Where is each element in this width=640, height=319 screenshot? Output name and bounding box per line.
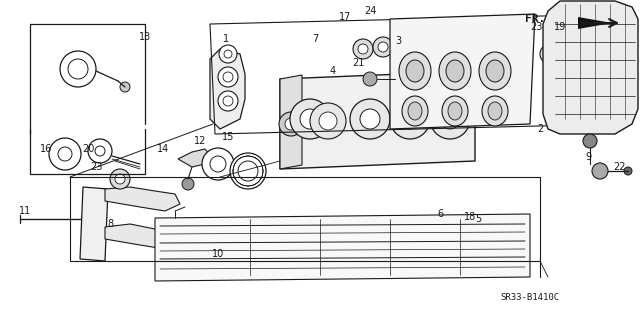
Circle shape <box>390 99 430 139</box>
Text: 17: 17 <box>339 12 351 22</box>
Circle shape <box>400 109 420 129</box>
Text: SR33-B1410C: SR33-B1410C <box>500 293 559 301</box>
Circle shape <box>583 134 597 148</box>
Circle shape <box>563 43 581 61</box>
Text: 5: 5 <box>475 214 481 224</box>
Circle shape <box>68 59 88 79</box>
Circle shape <box>360 109 380 129</box>
Polygon shape <box>280 71 475 169</box>
Circle shape <box>624 167 632 175</box>
Circle shape <box>202 148 234 180</box>
Text: 6: 6 <box>437 209 443 219</box>
Text: 8: 8 <box>107 219 113 229</box>
Text: 9: 9 <box>585 152 591 162</box>
Circle shape <box>223 96 233 106</box>
Text: 15: 15 <box>222 132 234 142</box>
Text: 23: 23 <box>90 162 102 172</box>
Text: 11: 11 <box>19 206 31 216</box>
Circle shape <box>238 161 258 181</box>
Polygon shape <box>390 14 535 129</box>
Text: 13: 13 <box>139 32 151 42</box>
Circle shape <box>300 109 320 129</box>
Text: 19: 19 <box>554 22 566 32</box>
Circle shape <box>319 112 337 130</box>
Ellipse shape <box>402 96 428 126</box>
Ellipse shape <box>399 52 431 90</box>
Circle shape <box>49 138 81 170</box>
Circle shape <box>540 44 560 64</box>
Circle shape <box>218 67 238 87</box>
Polygon shape <box>105 187 180 211</box>
Ellipse shape <box>488 102 502 120</box>
Circle shape <box>592 163 608 179</box>
Ellipse shape <box>446 60 464 82</box>
Circle shape <box>290 99 330 139</box>
Text: 20: 20 <box>82 144 94 154</box>
Circle shape <box>110 169 130 189</box>
Ellipse shape <box>406 60 424 82</box>
Text: 18: 18 <box>464 212 476 222</box>
Ellipse shape <box>439 52 471 90</box>
Polygon shape <box>178 149 212 167</box>
Circle shape <box>285 118 297 130</box>
Ellipse shape <box>408 102 422 120</box>
Circle shape <box>219 45 237 63</box>
Polygon shape <box>80 187 108 261</box>
Text: 4: 4 <box>330 66 336 76</box>
Circle shape <box>230 153 266 189</box>
Text: 24: 24 <box>364 6 376 16</box>
Polygon shape <box>210 49 245 129</box>
Polygon shape <box>543 1 638 134</box>
Text: 23: 23 <box>530 22 542 32</box>
Text: 21: 21 <box>352 58 364 68</box>
Ellipse shape <box>442 96 468 126</box>
Circle shape <box>60 51 96 87</box>
Circle shape <box>218 91 238 111</box>
Text: 7: 7 <box>312 34 318 44</box>
Circle shape <box>430 99 470 139</box>
Circle shape <box>224 50 232 58</box>
Circle shape <box>88 139 112 163</box>
Text: 10: 10 <box>212 249 224 259</box>
Circle shape <box>363 72 377 86</box>
Circle shape <box>279 112 303 136</box>
Circle shape <box>358 44 368 54</box>
Circle shape <box>440 109 460 129</box>
Text: 22: 22 <box>614 162 627 172</box>
Text: 14: 14 <box>157 144 169 154</box>
Circle shape <box>182 178 194 190</box>
Circle shape <box>373 37 393 57</box>
Ellipse shape <box>482 96 508 126</box>
Text: FR.: FR. <box>525 14 545 24</box>
Text: 3: 3 <box>395 36 401 46</box>
Circle shape <box>545 49 555 59</box>
Text: 16: 16 <box>40 144 52 154</box>
Circle shape <box>58 147 72 161</box>
Circle shape <box>120 82 130 92</box>
Text: 2: 2 <box>537 124 543 134</box>
Circle shape <box>568 48 576 56</box>
Polygon shape <box>105 224 180 249</box>
Text: 1: 1 <box>223 34 229 44</box>
Circle shape <box>210 156 226 172</box>
Polygon shape <box>155 214 530 281</box>
Ellipse shape <box>486 60 504 82</box>
Ellipse shape <box>448 102 462 120</box>
Circle shape <box>378 42 388 52</box>
Ellipse shape <box>479 52 511 90</box>
Circle shape <box>350 99 390 139</box>
Circle shape <box>223 72 233 82</box>
Circle shape <box>310 103 346 139</box>
Circle shape <box>353 39 373 59</box>
Circle shape <box>95 146 105 156</box>
Text: 12: 12 <box>194 136 206 146</box>
Polygon shape <box>280 75 302 169</box>
Circle shape <box>115 174 125 184</box>
Polygon shape <box>578 17 612 29</box>
